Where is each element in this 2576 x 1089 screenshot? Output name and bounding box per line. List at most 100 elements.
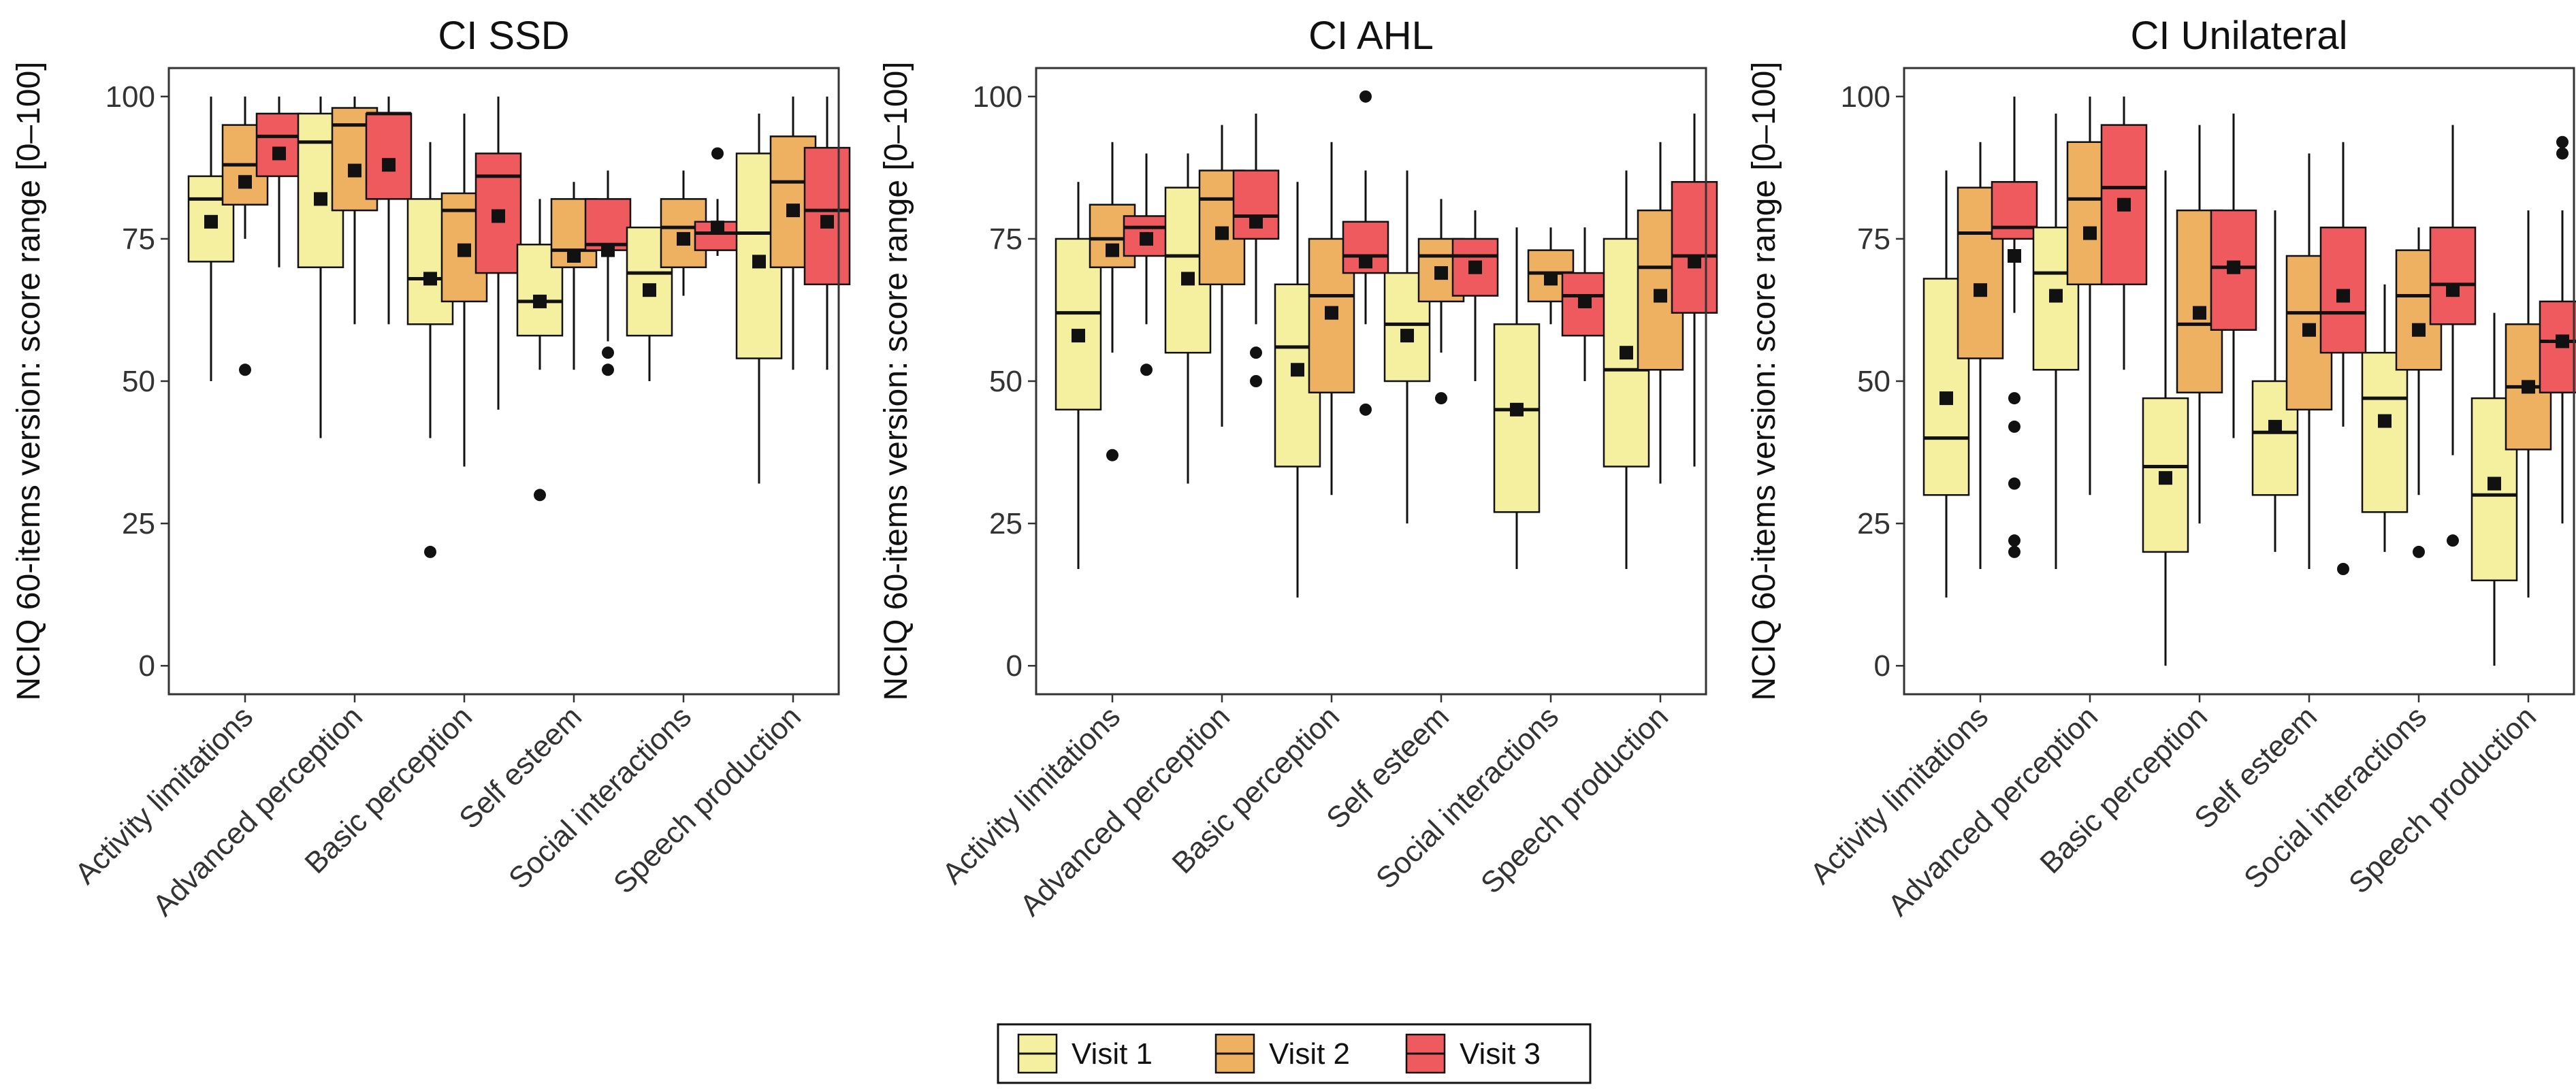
x-tick-label: Social interactions: [2238, 700, 2433, 895]
x-tick-label: Speech production: [2342, 700, 2543, 900]
box-visit-3-3: [1342, 90, 1389, 416]
mean-marker: [1181, 272, 1195, 286]
mean-marker: [601, 243, 615, 257]
legend-label: Visit 3: [1460, 1037, 1541, 1071]
box-visit-3-6: [2539, 135, 2576, 524]
mean-marker: [1688, 255, 1701, 269]
box-visit-1-5: [2361, 284, 2409, 552]
box-visit-3-6: [803, 96, 851, 370]
mean-marker: [1939, 391, 1953, 406]
box-visit-3-3: [2210, 113, 2257, 438]
panel-3: CI Unilateral NCIQ 60-items version: scor…: [1746, 14, 2576, 922]
y-tick-label: 75: [1857, 223, 1890, 256]
y-tick-label: 50: [989, 365, 1023, 398]
mean-marker: [643, 283, 656, 297]
panel-title: CI Unilateral: [2130, 14, 2347, 58]
mean-marker: [1215, 226, 1229, 240]
x-tick-label: Activity limitations: [1804, 700, 1995, 890]
mean-marker: [711, 221, 724, 235]
legend-label: Visit 2: [1269, 1037, 1350, 1071]
outlier-point: [1106, 449, 1118, 461]
outlier-point: [2008, 420, 2020, 433]
legend-item-2: Visit 2: [1214, 1033, 1350, 1074]
y-axis-label: NCIQ 60-items version: score range [0–10…: [11, 61, 47, 700]
iqr-box: [1493, 323, 1541, 513]
x-tick-label: Advanced perception: [1014, 700, 1236, 922]
outlier-point: [1250, 346, 1262, 359]
box-visit-3-4: [2319, 142, 2367, 575]
plot-frame: [1903, 67, 2575, 696]
box-visit-3-5: [2429, 125, 2477, 547]
x-tick-label: Speech production: [607, 700, 807, 900]
iqr-box: [255, 112, 303, 178]
outlier-point: [2556, 135, 2569, 148]
mean-marker: [1544, 272, 1558, 286]
plot-frame: [167, 67, 840, 696]
mean-marker: [457, 243, 471, 257]
mean-marker: [1468, 260, 1482, 274]
outlier-point: [2413, 545, 2425, 558]
box-visit-3-6: [1671, 113, 1718, 467]
mean-marker: [382, 158, 396, 172]
y-tick-label: 100: [1841, 80, 1890, 114]
box-visit-3-1: [1123, 153, 1170, 376]
box-visit-3-2: [2100, 96, 2148, 370]
mean-marker: [492, 209, 505, 223]
mean-marker: [1510, 402, 1524, 417]
mean-marker: [2336, 289, 2350, 303]
outlier-point: [2008, 534, 2020, 547]
mean-marker: [533, 294, 547, 308]
box-visit-3-5: [1561, 227, 1609, 381]
panel-title: CI AHL: [1308, 14, 1434, 58]
y-tick-label: 50: [1857, 365, 1890, 398]
outlier-point: [1140, 363, 1153, 376]
mean-marker: [2268, 419, 2282, 434]
outlier-point: [2556, 147, 2569, 160]
plot-frame: [1035, 67, 1707, 696]
panel-2: CI AHL NCIQ 60-items version: score range…: [878, 14, 1718, 922]
iqr-box: [1991, 181, 2038, 240]
box-visit-3-4: [584, 170, 632, 376]
mean-marker: [272, 146, 286, 161]
x-tick-label: Speech production: [1475, 700, 1675, 900]
mean-marker: [2446, 283, 2460, 297]
mean-marker: [1654, 289, 1667, 303]
mean-marker: [1106, 243, 1119, 257]
mean-marker: [348, 163, 361, 178]
mean-marker: [1974, 283, 1987, 297]
x-tick-label: Activity limitations: [69, 700, 259, 890]
iqr-box: [2361, 351, 2409, 513]
outlier-point: [2337, 563, 2349, 575]
y-tick-label: 0: [1874, 649, 1890, 683]
y-tick-label: 50: [122, 365, 155, 398]
mean-marker: [1400, 329, 1414, 343]
iqr-box: [1232, 169, 1280, 240]
mean-marker: [1434, 266, 1448, 280]
mean-marker: [2159, 471, 2172, 485]
panel-title: CI SSD: [438, 14, 569, 58]
box-visit-3-5: [694, 147, 741, 256]
mean-marker: [752, 255, 766, 269]
mean-marker: [2378, 414, 2392, 428]
legend-item-1: Visit 1: [1017, 1033, 1153, 1074]
outlier-point: [602, 346, 614, 359]
x-tick-label: Advanced perception: [1882, 700, 2104, 922]
panel-1: CI SSD NCIQ 60-items version: score range…: [11, 14, 851, 922]
mean-marker: [567, 249, 581, 263]
iqr-box: [365, 112, 413, 200]
box-visit-3-4: [1451, 210, 1499, 381]
mean-marker: [2008, 249, 2021, 263]
box-visit-1-3: [2142, 170, 2189, 666]
mean-marker: [786, 204, 800, 218]
mean-marker: [677, 231, 690, 246]
outlier-point: [534, 489, 546, 502]
mean-marker: [2083, 226, 2097, 240]
y-tick-label: 0: [139, 649, 155, 683]
mean-marker: [2117, 197, 2131, 212]
legend-frame: [997, 1023, 1592, 1084]
mean-marker: [204, 214, 218, 229]
y-tick-label: 25: [122, 507, 155, 540]
mean-marker: [1359, 255, 1372, 269]
mean-marker: [2556, 334, 2569, 348]
mean-marker: [1072, 329, 1085, 343]
